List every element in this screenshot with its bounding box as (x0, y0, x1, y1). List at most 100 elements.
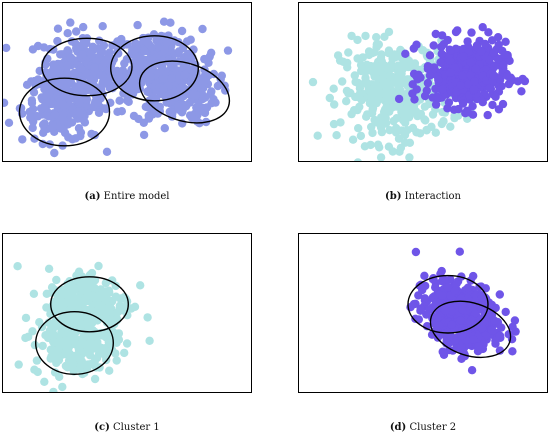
scatter-point (445, 56, 455, 65)
scatter-point (438, 84, 447, 94)
scatter-point (69, 329, 78, 338)
scatter-point (86, 338, 95, 347)
scatter-point (494, 105, 504, 114)
scatter-point (350, 71, 359, 80)
scatter-point (360, 142, 370, 151)
scatter-plot-entire-model (2, 17, 233, 158)
scatter-point (153, 42, 162, 52)
scatter-plot-cluster-1 (13, 261, 154, 393)
scatter-point (223, 46, 233, 55)
scatter-point (63, 61, 72, 71)
scatter-point (102, 147, 112, 156)
scatter-point (457, 331, 467, 340)
scatter-point (112, 356, 121, 365)
scatter-point (82, 95, 92, 104)
scatter-point (161, 92, 170, 101)
scatter-point (450, 286, 460, 295)
scatter-point (348, 135, 358, 144)
caption-text: Cluster 2 (409, 422, 457, 433)
scatter-point (394, 134, 404, 143)
scatter-point (414, 291, 423, 300)
scatter-point (497, 82, 506, 91)
scatter-point (476, 282, 486, 291)
scatter-point (53, 291, 62, 301)
scatter-point (366, 93, 376, 102)
scatter-point (374, 40, 383, 49)
scatter-point (40, 377, 49, 386)
scatter-point (444, 98, 454, 107)
scatter-point (493, 54, 503, 64)
scatter-point (478, 23, 487, 32)
scatter-point (356, 131, 366, 141)
scatter-point (68, 135, 77, 144)
scatter-point (470, 77, 479, 86)
scatter-point (64, 356, 74, 366)
scatter-point (60, 298, 69, 307)
scatter-point (30, 76, 39, 86)
scatter-point (387, 103, 397, 112)
scatter-point (160, 124, 169, 133)
scatter-point (482, 76, 491, 85)
caption-label: (d) (389, 422, 407, 433)
scatter-point (53, 24, 63, 33)
scatter-point (411, 107, 421, 116)
scatter-point (458, 305, 467, 314)
scatter-point (104, 52, 114, 61)
scatter-point (443, 35, 452, 45)
scatter-point (60, 128, 70, 138)
scatter-point (70, 68, 79, 78)
scatter-point (99, 41, 109, 50)
scatter-point (29, 289, 39, 298)
scatter-point (102, 294, 111, 303)
scatter-point (143, 103, 152, 112)
scatter-point (412, 40, 421, 49)
scatter-point (53, 36, 62, 46)
scatter-point (490, 316, 499, 325)
scatter-plot-interaction (308, 23, 530, 162)
scatter-point (47, 283, 57, 292)
scatter-point (497, 323, 506, 332)
scatter-point (396, 143, 406, 152)
scatter-point (180, 70, 189, 80)
scatter-point (117, 107, 127, 116)
scatter-point (46, 320, 55, 329)
scatter-point (42, 92, 51, 101)
scatter-point (456, 81, 465, 90)
scatter-point (29, 88, 39, 97)
scatter-point (136, 78, 145, 87)
scatter-point (108, 327, 118, 336)
scatter-point (72, 82, 81, 91)
scatter-point (143, 313, 152, 322)
scatter-point (122, 339, 132, 348)
scatter-point (49, 329, 58, 339)
plot-frame (2, 2, 252, 162)
scatter-point (446, 122, 455, 131)
scatter-point (79, 22, 88, 32)
scatter-point (431, 128, 440, 137)
scatter-point (389, 116, 398, 126)
scatter-point (508, 347, 517, 356)
scatter-point (26, 113, 35, 122)
scatter-point (76, 131, 85, 141)
scatter-point (198, 90, 207, 100)
scatter-point (381, 113, 390, 123)
scatter-point (438, 291, 447, 300)
scatter-point (420, 294, 430, 303)
scatter-point (75, 282, 84, 292)
scatter-point (376, 153, 386, 162)
scatter-point (124, 80, 133, 90)
scatter-point (166, 18, 175, 27)
scatter-point (88, 291, 98, 300)
scatter-point (28, 123, 37, 133)
scatter-point (50, 110, 60, 119)
scatter-point (463, 108, 473, 117)
scatter-point (385, 126, 394, 135)
scatter-point (411, 314, 420, 323)
scatter-point (86, 75, 95, 85)
scatter-point (431, 100, 441, 109)
scatter-plot-cluster-2 (406, 247, 520, 375)
scatter-point (364, 84, 373, 94)
scatter-point (476, 47, 486, 56)
scatter-point (28, 45, 38, 54)
scatter-point (364, 50, 374, 60)
